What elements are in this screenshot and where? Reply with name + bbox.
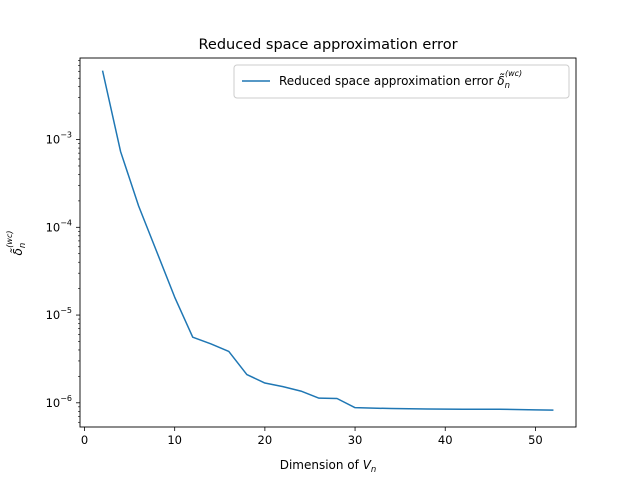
y-axis-label-symbol: δ̃ (10, 248, 25, 255)
y-axis-label-sub: n (18, 243, 28, 248)
y-axis-ticks: 10−6 10−5 10−4 10−3 (46, 60, 80, 423)
x-tick-label: 30 (348, 433, 363, 447)
legend-label-sup: (wc) (505, 69, 522, 78)
x-axis-ticks: 0 10 20 30 40 50 (81, 427, 543, 447)
legend: Reduced space approximation error δ̃n (wc… (233, 64, 570, 99)
x-tick-label: 40 (438, 433, 453, 447)
series-line-0 (101, 70, 554, 411)
x-axis-label: Dimension of Vn (280, 458, 377, 475)
axes-frame (79, 57, 577, 428)
x-tick-label: 10 (167, 433, 182, 447)
y-tick-label: 10−3 (46, 131, 72, 147)
x-axis-label-sub: n (371, 465, 376, 475)
x-tick-label: 0 (81, 433, 88, 447)
legend-label-sub: n (505, 81, 510, 91)
x-tick-label: 50 (528, 433, 543, 447)
x-tick-label: 20 (258, 433, 273, 447)
legend-label: Reduced space approximation error δ̃n (wc… (279, 69, 522, 91)
x-axis-label-var: V (363, 458, 372, 472)
plot-area (101, 70, 554, 411)
y-axis-label-sup: (wc) (5, 231, 14, 248)
chart-title: Reduced space approximation error (198, 37, 457, 53)
y-tick-label: 10−6 (46, 394, 72, 410)
legend-label-prefix: Reduced space approximation error (279, 74, 497, 88)
legend-label-symbol: δ̃ (497, 73, 504, 88)
x-axis-label-prefix: Dimension of (280, 458, 363, 472)
y-tick-label: 10−5 (46, 306, 72, 322)
y-axis-label: δ̃n (wc) (5, 231, 28, 256)
y-tick-label: 10−4 (46, 218, 72, 234)
legend-box (233, 64, 570, 99)
